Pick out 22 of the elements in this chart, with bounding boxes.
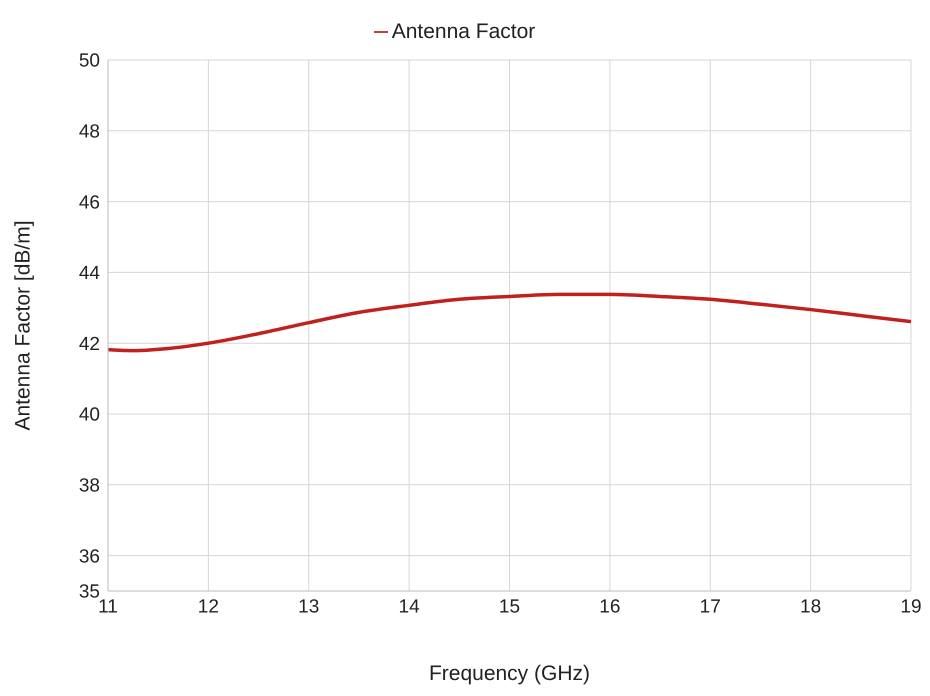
- line-series: [108, 292, 911, 352]
- x-tick-label: 16: [599, 596, 620, 618]
- y-tick-label: 38: [78, 476, 100, 497]
- y-tick-label: 46: [78, 192, 100, 214]
- x-tick-label: 12: [198, 596, 219, 618]
- y-tick-label: 48: [78, 122, 100, 143]
- y-tick-label: 36: [78, 546, 100, 568]
- y-tick-label: 35: [78, 582, 100, 603]
- y-tick-label: 44: [78, 263, 100, 284]
- y-tick-label: 50: [78, 50, 100, 72]
- y-axis-title: Antenna Factor [dB/m]: [11, 220, 34, 431]
- x-tick-label: 11: [98, 596, 118, 618]
- y-tick-label: 42: [78, 334, 100, 355]
- x-tick-label: 15: [498, 596, 520, 618]
- y-tick-label: 40: [78, 404, 100, 426]
- x-tick-label: 13: [298, 596, 320, 618]
- x-tick-label: 19: [900, 596, 922, 618]
- x-tick-label: 17: [700, 596, 721, 618]
- x-tick-label: 14: [398, 596, 420, 618]
- x-tick-label: 18: [800, 596, 822, 618]
- x-axis-title: Frequency (GHz): [428, 662, 590, 685]
- legend-label: Antenna Factor: [392, 20, 536, 43]
